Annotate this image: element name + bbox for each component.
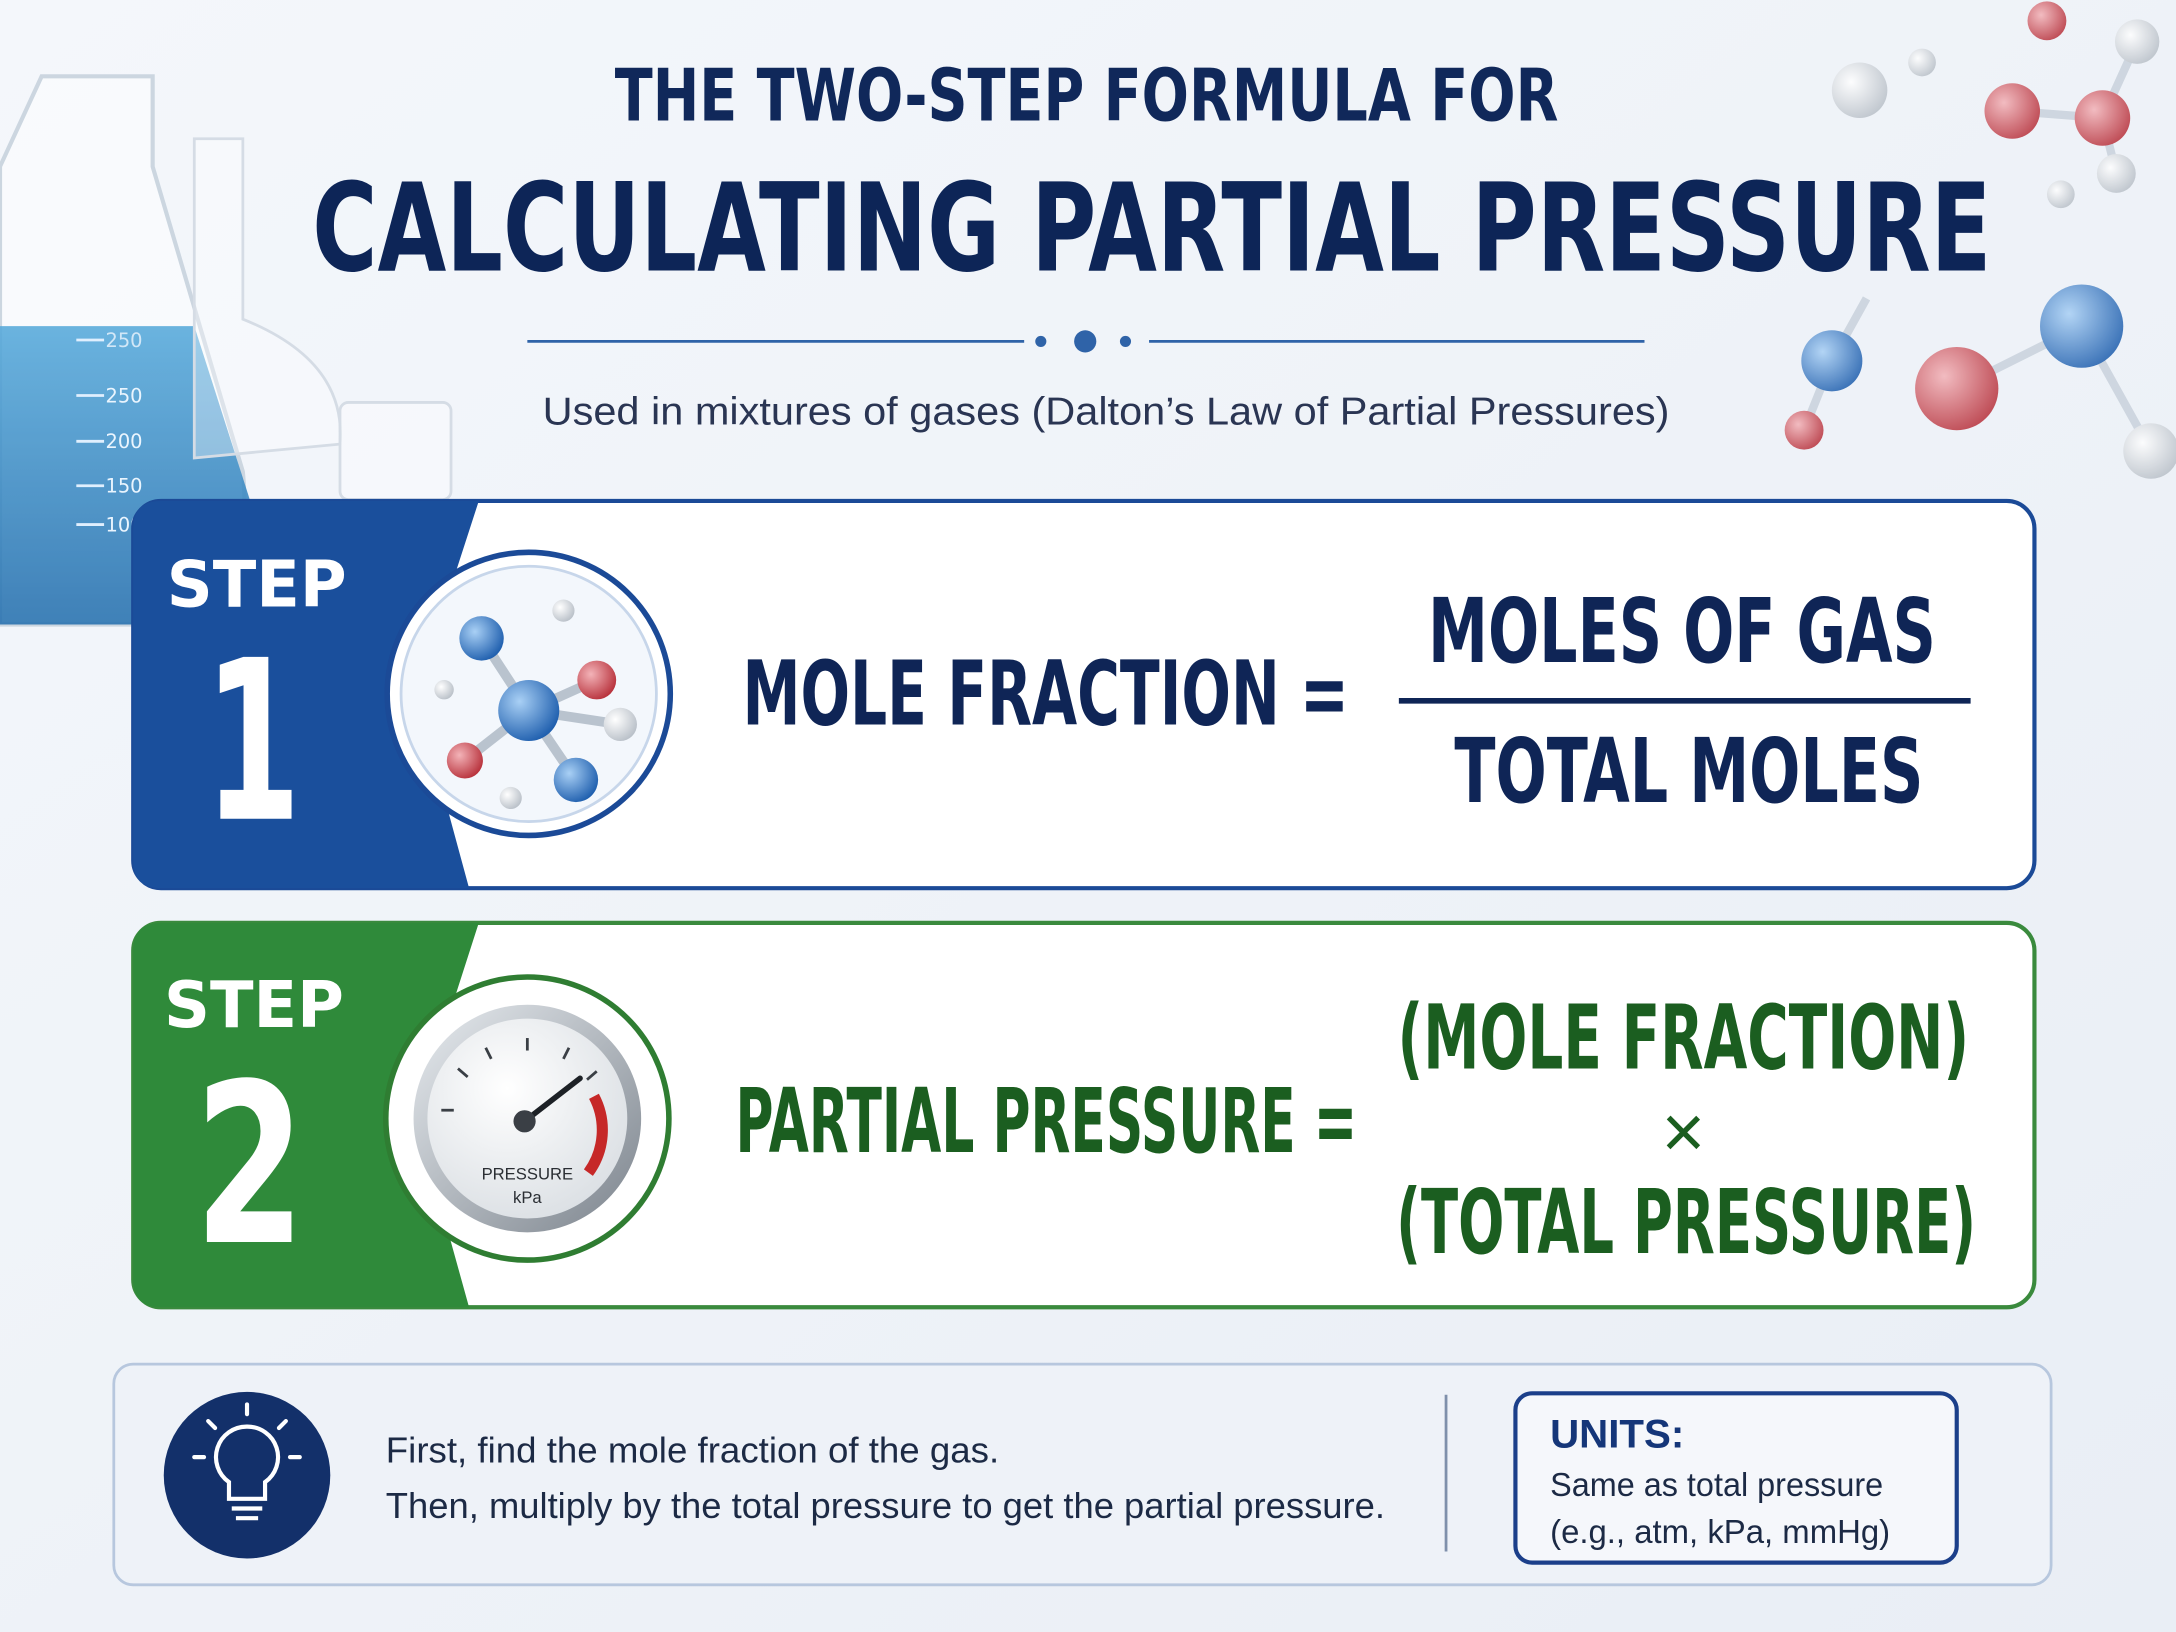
gauge-unit: kPa: [513, 1188, 542, 1207]
numerator: MOLES OF GAS: [1428, 580, 1936, 683]
units-line: Same as total pressure: [1550, 1467, 1883, 1504]
title-divider: [527, 330, 1645, 353]
step-number: 1: [204, 614, 301, 872]
formula-left: MOLE FRACTION =: [742, 642, 1348, 745]
title: CALCULATING PARTIAL PRESSURE: [312, 158, 1991, 300]
formula-line: ×: [1661, 1089, 1705, 1173]
lightbulb-icon: [163, 1391, 331, 1559]
step-1-card: [131, 498, 2037, 891]
gauge-label: PRESSURE: [482, 1165, 574, 1184]
step-label: STEP: [164, 969, 344, 1043]
flask-mark: 250: [105, 329, 142, 352]
subtitle: Used in mixtures of gases (Dalton’s Law …: [543, 391, 1670, 434]
units-title: UNITS:: [1550, 1411, 1684, 1456]
denominator: TOTAL MOLES: [1454, 720, 1923, 823]
kicker: THE TWO-STEP FORMULA FOR: [615, 55, 1559, 139]
step-number: 2: [194, 1037, 305, 1295]
flask-mark: 150: [105, 475, 142, 498]
tip-line: First, find the mole fraction of the gas…: [386, 1430, 999, 1471]
formula-line: (MOLE FRACTION): [1397, 987, 1969, 1090]
flask-mark: 200: [105, 430, 142, 453]
units-box: [1513, 1391, 1959, 1565]
step-2-card: [131, 920, 2037, 1310]
flask-mark: 250: [105, 384, 142, 407]
tip-line: Then, multiply by the total pressure to …: [386, 1485, 1385, 1526]
formula-left: PARTIAL PRESSURE =: [736, 1070, 1358, 1173]
formula-line: (TOTAL PRESSURE): [1396, 1171, 1976, 1274]
molecules-decoration: [1784, 1, 2176, 479]
step-label: STEP: [167, 548, 347, 622]
units-line: (e.g., atm, kPa, mmHg): [1550, 1514, 1890, 1551]
tip-box: [112, 1362, 2053, 1587]
